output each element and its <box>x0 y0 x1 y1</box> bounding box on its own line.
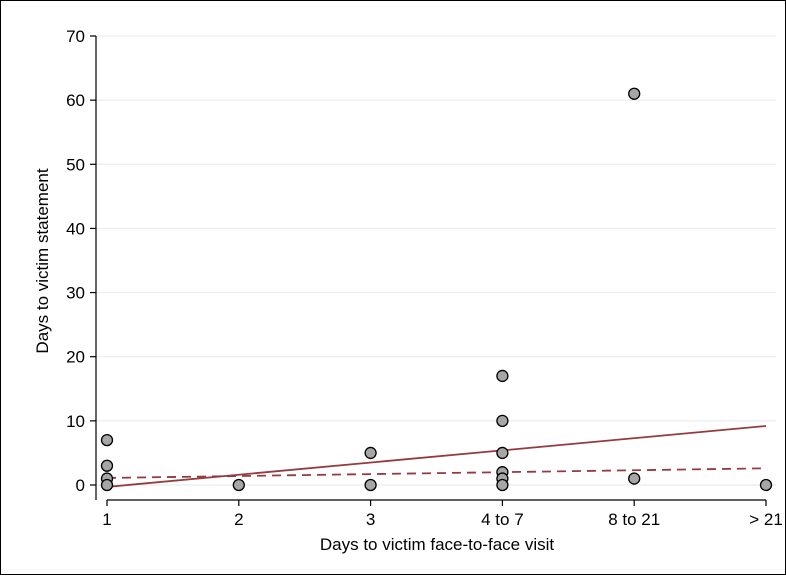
data-point <box>628 87 641 100</box>
y-tick-label: 20 <box>66 348 85 367</box>
x-tick-label: 8 to 21 <box>608 510 660 529</box>
y-tick-label: 40 <box>66 219 85 238</box>
fit-line-solid <box>106 425 767 488</box>
data-point <box>496 478 509 492</box>
y-tick-label: 70 <box>66 27 85 46</box>
grid-lines <box>96 35 776 486</box>
x-axis-title: Days to victim face-to-face visit <box>320 535 555 554</box>
x-axis-ticks: 1 2 3 4 to 7 8 to 21 > 21 <box>102 500 783 529</box>
y-tick-label: 50 <box>66 155 85 174</box>
data-points <box>100 87 773 492</box>
y-tick-label: 30 <box>66 284 85 303</box>
y-tick-label: 60 <box>66 91 85 110</box>
fit-lines <box>106 425 767 488</box>
data-point <box>100 433 114 447</box>
x-tick-label: 1 <box>102 510 111 529</box>
y-tick-label: 0 <box>76 476 85 495</box>
data-point <box>232 478 245 492</box>
data-point <box>496 369 509 383</box>
data-point <box>364 478 377 492</box>
x-tick-label: > 21 <box>749 510 783 529</box>
data-point <box>759 478 773 492</box>
y-tick-label: 10 <box>66 412 85 431</box>
x-tick-label: 2 <box>234 510 243 529</box>
x-tick-label: 4 to 7 <box>481 510 524 529</box>
data-point <box>628 472 641 485</box>
data-point <box>496 414 509 428</box>
y-axis-ticks: 0 10 20 30 40 50 60 70 <box>66 27 96 495</box>
fit-line-dashed <box>106 467 767 479</box>
data-point <box>100 478 114 492</box>
data-point <box>364 446 377 460</box>
data-point <box>100 459 114 472</box>
y-axis-title: Days to victim statement <box>33 168 52 353</box>
data-point <box>496 446 509 460</box>
x-tick-label: 3 <box>366 510 375 529</box>
